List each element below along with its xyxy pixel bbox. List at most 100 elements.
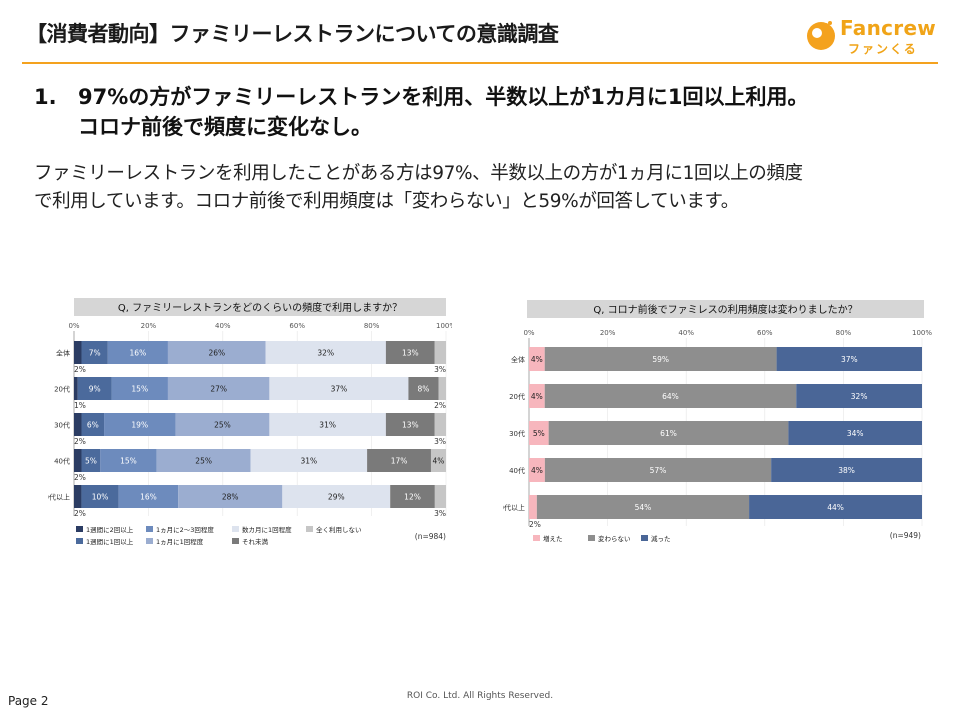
bar-segment <box>167 377 270 400</box>
page-number: Page 2 <box>8 694 49 708</box>
bar-segment <box>544 347 777 371</box>
data-label: 13% <box>402 349 419 358</box>
page-title: 【消費者動向】ファミリーレストランについての意識調査 <box>26 22 559 46</box>
data-label: 57% <box>650 466 667 475</box>
bar-segment <box>390 485 435 508</box>
data-label: 4% <box>531 466 543 475</box>
bar-segment <box>529 384 545 408</box>
legend-label: 1ヵ月に2～3回程度 <box>156 525 214 534</box>
bar-segment <box>81 485 119 508</box>
bar-segment <box>749 495 922 519</box>
bar-segment <box>265 341 386 364</box>
bar-segment <box>282 485 391 508</box>
legend-swatch <box>306 526 313 532</box>
legend-label: 変わらない <box>598 534 631 543</box>
body-text-line2: で利用しています。コロナ前後で利用頻度は「変わらない」と59%が回答しています。 <box>34 191 739 212</box>
x-tick-label: 80% <box>836 329 852 337</box>
bar-segment <box>544 458 772 482</box>
data-label: 8% <box>418 385 430 394</box>
bar-segment <box>74 449 82 472</box>
brand-name: Fancrew <box>840 16 937 40</box>
chart-usage-frequency: Q, ファミリーレストランをどのくらいの頻度で利用しますか？ 0% 20% 40% 60… <box>48 298 452 546</box>
bar-segment <box>408 377 439 400</box>
data-label: 10% <box>92 493 109 502</box>
legend-swatch <box>76 538 83 544</box>
body-text: ファミリーレストランを利用したことがある方は97%、半数以上の方が1ヵ月に1回以… <box>34 160 914 216</box>
data-label: 17% <box>391 457 408 466</box>
data-label: 19% <box>131 421 148 430</box>
data-label: 31% <box>319 421 336 430</box>
legend-swatch <box>641 535 648 541</box>
category-label: 全体 <box>511 355 525 364</box>
bar-segment <box>269 377 409 400</box>
data-label: 37% <box>841 355 858 364</box>
data-label: 64% <box>662 392 679 401</box>
bar-segment <box>107 341 168 364</box>
bar-segment <box>81 449 101 472</box>
data-label: 25% <box>214 421 231 430</box>
bar-segment <box>529 495 537 519</box>
bar-segment <box>434 485 446 508</box>
data-label: 7% <box>89 349 101 358</box>
bar-segment <box>178 485 283 508</box>
bar-segment <box>167 341 266 364</box>
brand-logo-icon <box>807 21 835 50</box>
bar-segment <box>74 413 82 436</box>
chart-title: Q, ファミリーレストランをどのくらいの頻度で利用しますか？ <box>118 301 402 314</box>
x-tick-label: 0% <box>523 329 534 337</box>
bar-segment <box>74 377 78 400</box>
headline-number: 1. <box>34 85 57 109</box>
bar-segment <box>81 413 105 436</box>
category-label: 30代 <box>509 429 525 438</box>
legend-swatch <box>146 526 153 532</box>
data-label: 2% <box>529 520 541 529</box>
bar-segment <box>74 485 82 508</box>
bar-segment <box>100 449 157 472</box>
legend-label: 1週間に2回以上 <box>86 525 134 534</box>
headline: 1. 97%の方がファミリーレストランを利用、半数以上が1カ月に1回以上利用。 コ… <box>34 82 809 142</box>
data-label: 2% <box>74 365 86 374</box>
data-label: 1% <box>74 401 86 410</box>
bar-segment <box>430 449 446 472</box>
data-label: 2% <box>434 401 446 410</box>
data-label: 32% <box>317 349 334 358</box>
bar-segment <box>771 458 922 482</box>
bar-segment <box>385 413 435 436</box>
data-label: 59% <box>652 355 669 364</box>
data-label: 27% <box>210 385 227 394</box>
category-label: 全体 <box>56 349 70 358</box>
x-tick-label: 60% <box>757 329 773 337</box>
data-label: 2% <box>74 473 86 482</box>
bar-segment <box>438 377 446 400</box>
x-tick-label: 20% <box>600 329 616 337</box>
body-text-line1: ファミリーレストランを利用したことがある方は97%、半数以上の方が1ヵ月に1回以… <box>34 163 803 184</box>
chart-title-bar <box>74 298 446 316</box>
data-label: 9% <box>89 385 101 394</box>
legend-swatch <box>588 535 595 541</box>
x-tick-label: 40% <box>215 322 231 330</box>
category-label: 20代 <box>54 385 70 394</box>
bar-segment <box>548 421 789 445</box>
legend-swatch <box>146 538 153 544</box>
bar-segment <box>118 485 179 508</box>
data-label: 13% <box>402 421 419 430</box>
legend-label: 減った <box>651 534 671 543</box>
category-label: 40代 <box>509 466 525 475</box>
chart-title: Q, コロナ前後でファミレスの利用頻度は変わりましたか？ <box>593 303 857 316</box>
bar-segment <box>104 413 176 436</box>
legend-swatch <box>76 526 83 532</box>
data-label: 15% <box>120 457 137 466</box>
bar-segment <box>269 413 386 436</box>
data-label: 3% <box>434 365 446 374</box>
bar-segment <box>529 458 545 482</box>
bar-segment <box>367 449 431 472</box>
category-label: 50代以上 <box>48 493 70 502</box>
legend-swatch <box>533 535 540 541</box>
chart-title-bar <box>527 300 924 318</box>
data-label: 29% <box>328 493 345 502</box>
header-divider <box>22 62 938 64</box>
legend-label: 数カ月に1回程度 <box>242 525 292 534</box>
category-label: 20代 <box>509 392 525 401</box>
legend-label: 増えた <box>543 534 563 543</box>
legend-label: 全く利用しない <box>316 525 362 534</box>
